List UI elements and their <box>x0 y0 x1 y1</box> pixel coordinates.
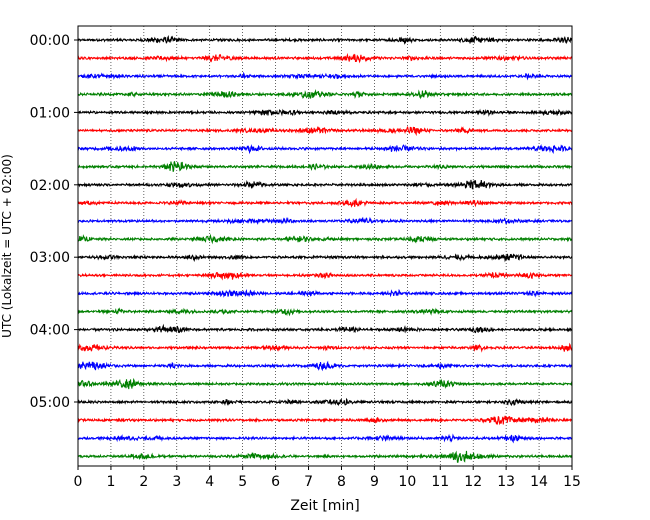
x-tick-label-1: 1 <box>106 474 115 490</box>
trace-0030 <box>77 71 573 81</box>
y-tick-label-00:00: 00:00 <box>30 33 70 49</box>
y-tick-label-05:00: 05:00 <box>30 395 70 411</box>
trace-0130 <box>77 143 573 155</box>
trace-0145 <box>77 161 573 172</box>
trace-0545 <box>77 450 573 463</box>
x-tick-label-8: 8 <box>337 474 346 490</box>
x-tick-label-12: 12 <box>464 474 482 490</box>
trace-0230 <box>77 216 573 225</box>
x-tick-label-9: 9 <box>370 474 379 490</box>
x-tick-label-11: 11 <box>431 474 449 490</box>
trace-0345 <box>77 307 573 317</box>
trace-0515 <box>77 415 573 426</box>
trace-0100 <box>77 108 573 117</box>
trace-0215 <box>77 197 573 208</box>
trace-0015 <box>77 52 573 64</box>
trace-0200 <box>77 179 573 190</box>
trace-0300 <box>77 253 573 263</box>
x-tick-label-5: 5 <box>238 474 247 490</box>
y-tick-label-01:00: 01:00 <box>30 105 70 121</box>
y-axis-ticks: 00:00 01:00 02:00 03:00 04:00 05:00 <box>30 33 78 411</box>
y-tick-label-03:00: 03:00 <box>30 250 70 266</box>
y-tick-label-02:00: 02:00 <box>30 178 70 194</box>
trace-0430 <box>77 360 573 372</box>
x-tick-label-10: 10 <box>398 474 416 490</box>
x-tick-label-15: 15 <box>563 474 581 490</box>
x-axis-ticks: 0 1 2 3 4 5 6 7 8 9 10 11 12 13 14 15 <box>74 466 581 490</box>
trace-0445 <box>77 377 573 390</box>
trace-0400 <box>77 323 573 334</box>
x-tick-label-0: 0 <box>74 474 83 490</box>
x-tick-label-3: 3 <box>172 474 181 490</box>
trace-0000 <box>77 34 573 46</box>
trace-0315 <box>77 271 573 281</box>
x-tick-label-2: 2 <box>139 474 148 490</box>
trace-0500 <box>77 397 573 407</box>
x-tick-label-13: 13 <box>497 474 515 490</box>
x-tick-label-4: 4 <box>205 474 214 490</box>
trace-0330 <box>77 288 573 298</box>
trace-0045 <box>77 88 573 100</box>
trace-0530 <box>77 433 573 444</box>
seismic-traces <box>77 34 573 463</box>
y-axis-label: UTC (Lokalzeit = UTC + 02:00) <box>0 154 14 338</box>
trace-0245 <box>77 233 573 245</box>
grid-lines <box>110 26 540 466</box>
trace-0415 <box>77 342 573 353</box>
y-tick-label-04:00: 04:00 <box>30 323 70 339</box>
x-tick-label-7: 7 <box>304 474 313 490</box>
plot-frame <box>77 25 573 467</box>
x-tick-label-6: 6 <box>271 474 280 490</box>
x-tick-label-14: 14 <box>530 474 548 490</box>
trace-0115 <box>77 125 573 137</box>
x-axis-label: Zeit [min] <box>290 498 359 514</box>
